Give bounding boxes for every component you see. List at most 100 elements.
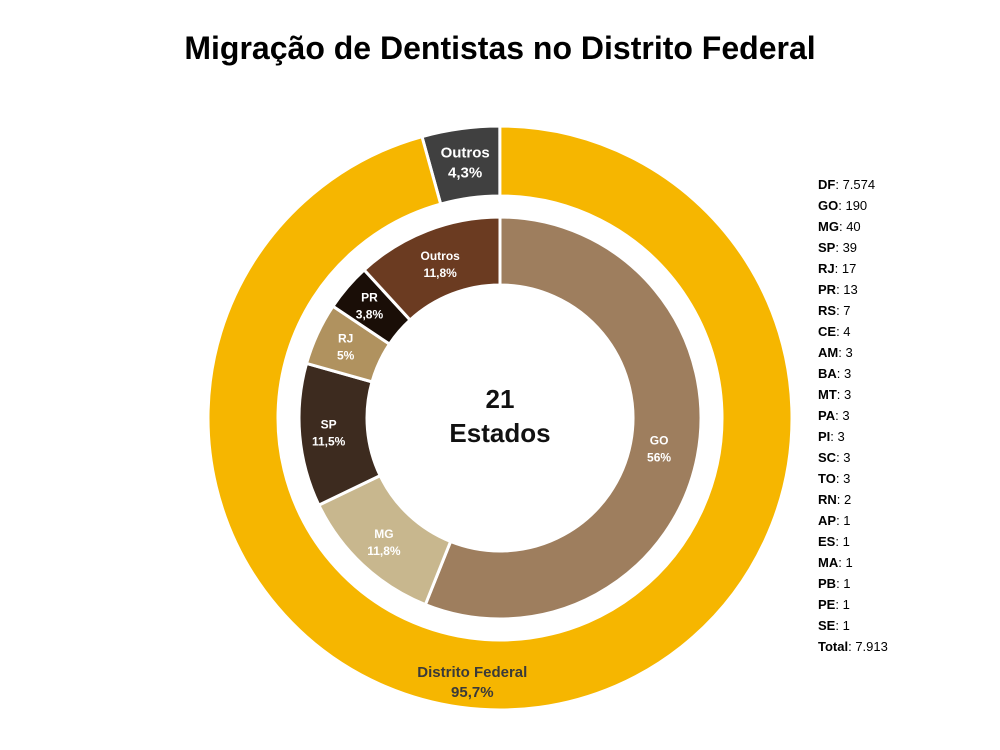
- legend-item-sc: SC: 3: [818, 447, 888, 468]
- legend-key: MA: [818, 555, 839, 570]
- legend-item-total: Total: 7.913: [818, 636, 888, 657]
- outer-value-distrito-federal: 95,7%: [451, 684, 494, 701]
- legend-key: CE: [818, 324, 837, 339]
- chart-title: Migração de Dentistas no Distrito Federa…: [184, 30, 816, 66]
- legend-value: 190: [845, 198, 868, 213]
- legend-separator: :: [836, 450, 844, 465]
- legend-separator: :: [836, 282, 844, 297]
- legend-separator: :: [836, 492, 845, 507]
- legend-separator: :: [838, 555, 846, 570]
- legend-item-df: DF: 7.574: [818, 174, 888, 195]
- legend-key: PI: [818, 429, 831, 444]
- legend-separator: :: [836, 513, 844, 528]
- legend-separator: :: [830, 429, 838, 444]
- inner-label-go: GO: [650, 433, 669, 447]
- legend-separator: :: [836, 387, 845, 402]
- legend-key: RN: [818, 492, 837, 507]
- legend-value: 7.913: [855, 639, 888, 654]
- inner-label-sp: SP: [321, 418, 337, 432]
- legend-item-ma: MA: 1: [818, 552, 888, 573]
- legend-value: 1: [845, 555, 853, 570]
- legend-key: PR: [818, 282, 837, 297]
- legend-key: MT: [818, 387, 837, 402]
- legend-item-ce: CE: 4: [818, 321, 888, 342]
- legend-value: 7.574: [842, 177, 876, 192]
- legend-separator: :: [838, 345, 846, 360]
- legend-separator: :: [835, 240, 843, 255]
- outer-value-outros: 4,3%: [448, 165, 482, 182]
- legend-value: 1: [842, 597, 850, 612]
- legend-key: PE: [818, 597, 836, 612]
- legend-separator: :: [835, 597, 843, 612]
- legend-separator: :: [835, 408, 843, 423]
- legend-separator: :: [835, 471, 844, 486]
- legend-separator: :: [838, 219, 847, 234]
- legend-key: AM: [818, 345, 839, 360]
- legend-value: 7: [843, 303, 851, 318]
- legend-item-rn: RN: 2: [818, 489, 888, 510]
- inner-label-mg: MG: [374, 527, 393, 541]
- outer-label-distrito-federal: Distrito Federal: [417, 664, 527, 681]
- legend-key: Total: [818, 639, 849, 654]
- legend-item-pi: PI: 3: [818, 426, 888, 447]
- legend-separator: :: [838, 198, 846, 213]
- legend-separator: :: [835, 177, 843, 192]
- legend-value: 40: [846, 219, 861, 234]
- legend-item-rs: RS: 7: [818, 300, 888, 321]
- legend-value: 3: [843, 471, 851, 486]
- legend-value: 1: [842, 618, 850, 633]
- legend-key: RJ: [818, 261, 835, 276]
- legend-item-se: SE: 1: [818, 615, 888, 636]
- legend-key: DF: [818, 177, 836, 192]
- legend-item-pb: PB: 1: [818, 573, 888, 594]
- inner-value-go: 56%: [647, 450, 671, 464]
- legend-key: SP: [818, 240, 836, 255]
- legend-item-ba: BA: 3: [818, 363, 888, 384]
- legend-item-mg: MG: 40: [818, 216, 888, 237]
- inner-value-pr: 3,8%: [356, 308, 384, 322]
- legend-value: 3: [837, 429, 845, 444]
- legend-value: 4: [843, 324, 851, 339]
- legend-value: 13: [843, 282, 858, 297]
- legend-item-sp: SP: 39: [818, 237, 888, 258]
- legend-value: 3: [842, 408, 850, 423]
- legend-key: SC: [818, 450, 837, 465]
- legend-key: PB: [818, 576, 837, 591]
- legend-list: DF: 7.574 GO: 190 MG: 40 SP: 39 RJ: 17 PR: 13…: [818, 174, 888, 657]
- legend-key: ES: [818, 534, 836, 549]
- legend-separator: :: [836, 576, 844, 591]
- legend-value: 2: [844, 492, 852, 507]
- legend-key: BA: [818, 366, 837, 381]
- inner-value-outros: 11,8%: [423, 266, 457, 280]
- legend-key: SE: [818, 618, 836, 633]
- legend-value: 3: [844, 387, 852, 402]
- legend-value: 3: [844, 366, 852, 381]
- legend-item-es: ES: 1: [818, 531, 888, 552]
- outer-label-outros: Outros: [441, 145, 490, 162]
- legend-separator: :: [848, 639, 856, 654]
- legend-separator: :: [836, 303, 844, 318]
- legend-key: AP: [818, 513, 837, 528]
- legend-value: 1: [843, 576, 851, 591]
- legend-item-rj: RJ: 17: [818, 258, 888, 279]
- legend-value: 1: [843, 513, 851, 528]
- inner-ring: [297, 215, 703, 621]
- inner-label-pr: PR: [361, 291, 378, 305]
- legend-value: 39: [842, 240, 858, 255]
- legend-key: MG: [818, 219, 839, 234]
- outer-slice-distrito-federal: [206, 124, 794, 712]
- legend-key: RS: [818, 303, 837, 318]
- inner-slice-outros: [362, 215, 502, 323]
- legend-key: TO: [818, 471, 836, 486]
- legend-value: 3: [843, 450, 851, 465]
- legend-key: GO: [818, 198, 839, 213]
- center-label: Estados: [449, 418, 550, 448]
- legend-separator: :: [836, 366, 845, 381]
- legend-value: 1: [842, 534, 850, 549]
- legend-value: 17: [841, 261, 857, 276]
- legend-key: PA: [818, 408, 836, 423]
- legend-item-mt: MT: 3: [818, 384, 888, 405]
- legend-item-to: TO: 3: [818, 468, 888, 489]
- legend-item-ap: AP: 1: [818, 510, 888, 531]
- outer-ring: [206, 124, 794, 712]
